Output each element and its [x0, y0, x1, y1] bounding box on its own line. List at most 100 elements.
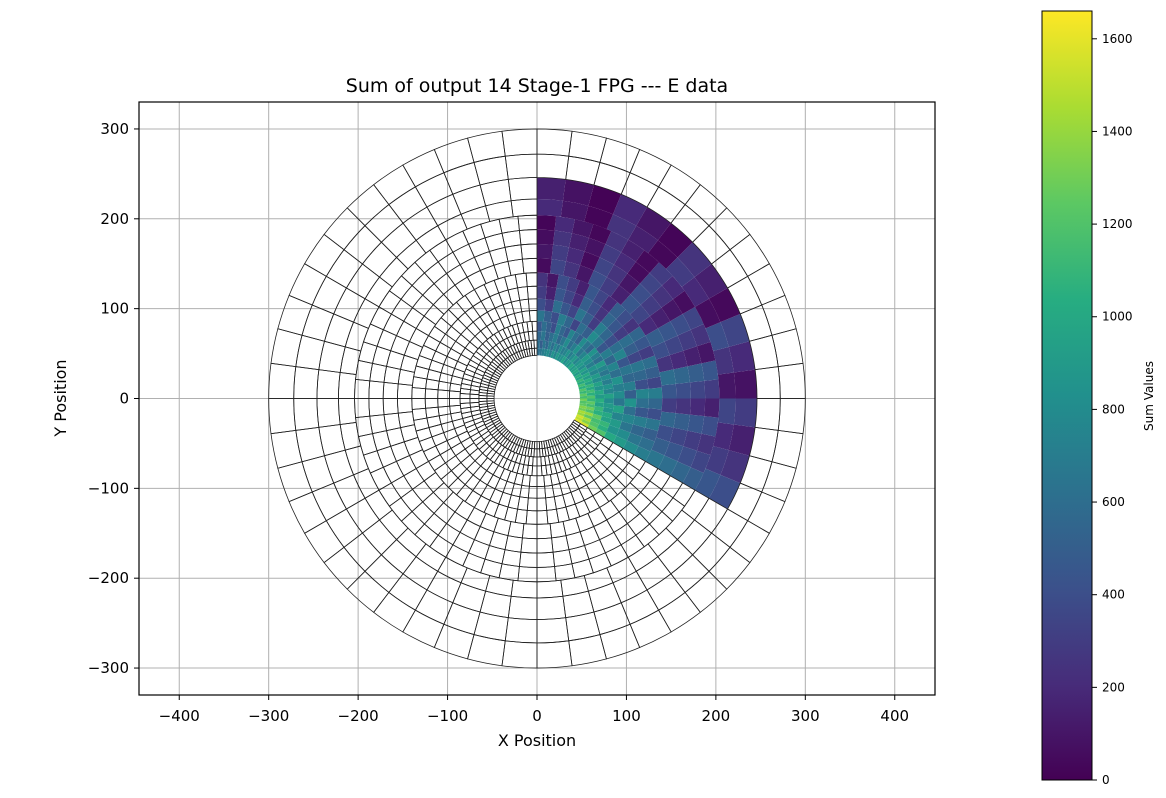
heatmap-cell	[664, 335, 684, 356]
heatmap-cell	[567, 362, 575, 370]
segment-outline	[423, 512, 448, 536]
heatmap-cell	[537, 199, 563, 217]
segment-outline	[479, 512, 499, 533]
segment-outline	[395, 320, 417, 343]
segment-outline	[488, 246, 509, 266]
heatmap-cell	[733, 398, 758, 428]
heatmap-cell	[644, 418, 661, 432]
segment-outline	[345, 263, 381, 300]
segment-outline	[464, 489, 482, 508]
y-tick-label: 0	[119, 390, 129, 408]
heatmap-cell	[708, 474, 741, 510]
segment-outline	[400, 284, 424, 309]
segment-outline	[536, 128, 573, 157]
heatmap-cell	[549, 342, 555, 351]
segment-outline	[460, 454, 476, 470]
segment-outline	[710, 508, 749, 548]
heatmap-cell	[566, 329, 576, 341]
heatmap-cell	[553, 230, 572, 248]
heatmap-cell	[594, 389, 604, 395]
heatmap-cell	[626, 432, 643, 446]
segment-outline	[433, 623, 475, 660]
heatmap-cell	[554, 323, 562, 335]
heatmap-cell	[587, 395, 596, 399]
heatmap-cell	[585, 361, 596, 370]
segment-outline	[518, 229, 538, 246]
heatmap-cell	[635, 388, 649, 399]
segment-outline	[469, 447, 484, 462]
heatmap-cell	[554, 287, 566, 303]
segment-outline	[467, 130, 506, 163]
segment-outline	[268, 362, 297, 399]
heatmap-cell	[564, 359, 571, 367]
heatmap-cell	[696, 433, 716, 456]
heatmap-cell	[675, 382, 691, 399]
segment-outline	[433, 272, 456, 295]
heatmap-cell	[634, 407, 649, 419]
heatmap-cell	[545, 349, 550, 357]
heatmap-cell	[696, 341, 716, 364]
heatmap-cell	[544, 299, 555, 312]
segment-outline	[390, 441, 411, 462]
colorbar-tick-label: 1400	[1102, 124, 1133, 138]
heatmap-cell	[575, 322, 588, 336]
segment-outline	[343, 225, 382, 265]
heatmap-cell	[548, 332, 555, 343]
segment-outline	[604, 544, 629, 567]
heatmap-cell	[573, 371, 581, 377]
heatmap-cell	[603, 354, 617, 366]
segment-outline	[382, 398, 399, 416]
heatmap-cell	[664, 441, 684, 462]
segment-outline	[390, 475, 414, 499]
segment-outline	[608, 477, 627, 496]
segment-outline	[380, 222, 417, 259]
x-tick-label: −300	[248, 707, 289, 725]
segment-outline	[584, 539, 606, 560]
heatmap-cell	[651, 437, 670, 456]
heatmap-cell	[581, 340, 592, 351]
segment-outline	[423, 304, 445, 326]
heatmap-cell	[623, 406, 636, 416]
segment-outline	[747, 491, 786, 534]
heatmap-cell	[562, 357, 569, 365]
segment-outlines	[268, 128, 806, 669]
heatmap-cell	[562, 179, 594, 206]
heatmap-cell	[552, 342, 558, 352]
segment-outline	[376, 445, 397, 468]
heatmap-cell	[578, 385, 586, 390]
heatmap-cell	[659, 411, 676, 428]
heatmap-cell	[576, 413, 584, 419]
heatmap-cell	[574, 308, 587, 323]
heatmap-cell	[694, 263, 728, 299]
heatmap-cell	[577, 409, 586, 415]
segment-outline	[402, 148, 445, 188]
segment-outline	[622, 462, 641, 480]
segment-outline	[536, 566, 557, 583]
heatmap-cell	[594, 402, 604, 408]
heatmap-cell	[695, 298, 721, 329]
x-tick-label: −200	[338, 707, 379, 725]
heatmap-cell	[600, 347, 613, 360]
segment-outline	[606, 511, 628, 533]
segment-outline	[635, 556, 672, 591]
heatmap-cell	[582, 374, 592, 381]
segment-outline	[437, 522, 461, 546]
segment-outline	[684, 184, 728, 227]
heatmap-cell	[669, 350, 688, 370]
heatmap-cell	[585, 406, 595, 411]
segment-outline	[661, 497, 686, 522]
heatmap-cell	[577, 411, 585, 417]
segment-outline	[368, 398, 385, 417]
heatmap-cell	[603, 398, 614, 404]
heatmap-cell	[687, 363, 705, 383]
heatmap-cell	[574, 359, 583, 367]
heatmap-cell	[578, 388, 587, 392]
segment-outline	[536, 523, 553, 540]
segment-outline	[423, 261, 448, 285]
segment-outline	[425, 378, 440, 391]
segment-outline	[517, 566, 538, 583]
segment-outline	[460, 567, 491, 592]
heatmap-cell	[556, 353, 563, 362]
heatmap-cell	[621, 239, 645, 262]
heatmap-cell	[581, 418, 591, 426]
